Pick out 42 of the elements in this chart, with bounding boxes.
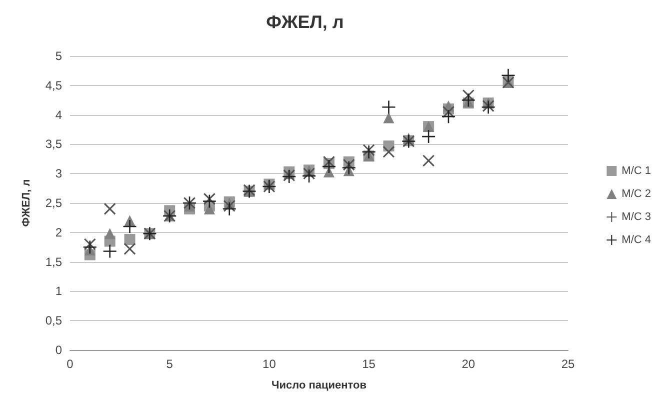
y-tick-label: 3 [55, 166, 62, 181]
y-tick-label: 1,5 [45, 254, 62, 269]
y-tick-label: 1 [55, 284, 62, 298]
point [342, 161, 356, 174]
y-tick-label: 2,5 [45, 196, 62, 210]
y-tick-label: 5 [55, 49, 62, 63]
legend-label: М/С 1 [622, 165, 652, 177]
point [362, 145, 376, 158]
x-tick-label: 25 [561, 357, 575, 371]
point [222, 202, 236, 216]
point [323, 166, 334, 178]
x-tick-label: 0 [66, 357, 74, 371]
y-tick-label: 2 [55, 225, 62, 240]
x-tick-label: 20 [462, 357, 476, 371]
point [502, 68, 515, 82]
legend-label: М/С 4 [622, 234, 652, 246]
point [104, 203, 116, 215]
point [124, 234, 136, 245]
x-axis-title: Число пациентов [272, 380, 367, 392]
y-tick-label: 0 [55, 343, 62, 357]
point [83, 240, 96, 254]
point [382, 146, 395, 158]
chart-title: ФЖЕЛ, л [266, 12, 344, 32]
x-tick-label: 15 [362, 357, 376, 371]
point [422, 154, 434, 166]
point [103, 244, 116, 258]
point [123, 220, 136, 234]
y-tick-label: 3,5 [45, 137, 62, 152]
point [382, 100, 396, 114]
y-tick-label: 4 [55, 108, 62, 122]
point [104, 228, 116, 240]
y-axis-title: ФЖЕЛ, л [20, 179, 32, 227]
point [462, 94, 475, 107]
point [383, 112, 394, 124]
x-tick-label: 5 [166, 357, 174, 371]
point [204, 203, 215, 214]
y-tick-label: 4,5 [45, 78, 62, 92]
legend-label: М/С 3 [622, 211, 652, 223]
x-tick-label: 10 [262, 357, 276, 371]
point [202, 194, 216, 208]
y-tick-label: 0,5 [45, 314, 62, 328]
legend-label: М/С 2 [622, 188, 652, 200]
